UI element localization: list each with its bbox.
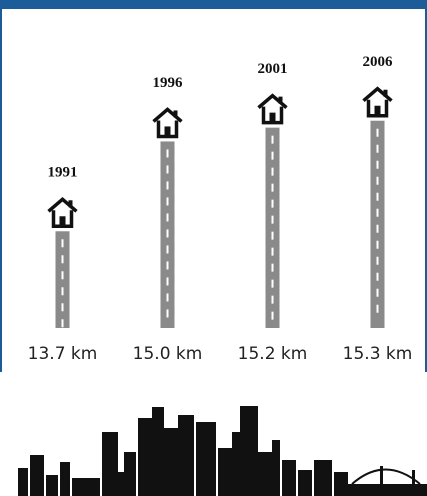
- year-label: 2006: [363, 54, 394, 70]
- house-chimney: [68, 200, 73, 208]
- road-dash: [61, 255, 64, 264]
- road-dash: [376, 144, 379, 153]
- value-label: 15.3 km: [343, 344, 413, 364]
- road-dash: [271, 215, 274, 224]
- value-label: 15.2 km: [238, 344, 308, 364]
- road-dash: [271, 247, 274, 256]
- road-dash: [271, 231, 274, 240]
- road-dash: [166, 181, 169, 190]
- skyline: [18, 406, 427, 496]
- road-dash: [166, 197, 169, 206]
- road-dash: [271, 183, 274, 192]
- road-dash: [271, 167, 274, 176]
- road-dash: [376, 160, 379, 169]
- value-label: 13.7 km: [28, 344, 98, 364]
- house-door: [269, 112, 276, 123]
- house-door: [59, 216, 66, 227]
- road-dash: [166, 149, 169, 158]
- road-dash: [376, 272, 379, 281]
- house-chimney: [383, 89, 388, 97]
- road-dash: [376, 208, 379, 217]
- road: [265, 127, 280, 329]
- road-dash: [376, 224, 379, 233]
- road: [55, 231, 70, 328]
- house-door: [164, 126, 171, 137]
- road-dash: [166, 261, 169, 270]
- road-dash: [376, 192, 379, 201]
- top-bar: [0, 0, 427, 9]
- road-dash: [376, 128, 379, 137]
- road-dash: [271, 279, 274, 288]
- road-dash: [166, 229, 169, 238]
- year-label: 1996: [153, 75, 184, 91]
- road-dash: [376, 176, 379, 185]
- road-dash: [376, 304, 379, 313]
- road-dash: [61, 319, 64, 328]
- road-dash: [271, 295, 274, 304]
- house-chimney: [278, 96, 283, 104]
- house-icon: [47, 196, 78, 229]
- road-dash: [61, 271, 64, 280]
- house-icon: [257, 93, 288, 125]
- road: [370, 120, 385, 329]
- road-dash: [271, 135, 274, 144]
- year-label: 1991: [48, 165, 78, 181]
- road-dash: [271, 311, 274, 320]
- house-door: [374, 105, 381, 116]
- house-chimney: [173, 110, 178, 118]
- road-dash: [166, 309, 169, 318]
- road-dash: [166, 245, 169, 254]
- house-icon: [362, 86, 393, 118]
- road-dash: [166, 293, 169, 302]
- road-dash: [271, 199, 274, 208]
- house-icon: [152, 107, 183, 139]
- road-dash: [271, 151, 274, 160]
- road-dash: [61, 303, 64, 312]
- road-dash: [376, 256, 379, 265]
- road-dash: [376, 240, 379, 249]
- road-dash: [271, 263, 274, 272]
- road-dash: [376, 288, 379, 297]
- road-dash: [166, 213, 169, 222]
- value-label: 15.0 km: [133, 344, 203, 364]
- road-dash: [166, 165, 169, 174]
- road-dash: [61, 239, 64, 248]
- road-dash: [61, 287, 64, 296]
- frame: [0, 9, 427, 372]
- year-label: 2001: [258, 61, 288, 77]
- road-dash: [166, 277, 169, 286]
